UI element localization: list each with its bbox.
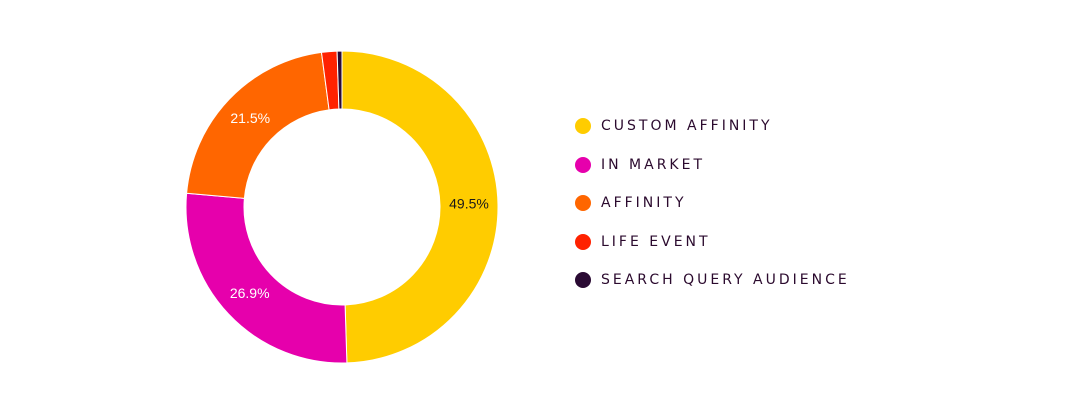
legend-item-in-market: IN MARKET bbox=[575, 156, 850, 173]
legend: CUSTOM AFFINITY IN MARKET AFFINITY LIFE EVE… bbox=[575, 118, 850, 311]
legend-item-affinity: AFFINITY bbox=[575, 195, 850, 211]
legend-swatch bbox=[575, 195, 591, 211]
legend-label: AFFINITY bbox=[601, 195, 687, 211]
donut-slice-search-query-audience bbox=[336, 50, 343, 110]
legend-label: IN MARKET bbox=[601, 156, 706, 173]
legend-item-search-query-audience: SEARCH QUERY AUDIENCE bbox=[575, 272, 850, 288]
legend-item-life-event: LIFE EVENT bbox=[575, 233, 850, 250]
legend-label: SEARCH QUERY AUDIENCE bbox=[601, 272, 850, 288]
legend-swatch bbox=[575, 233, 591, 250]
slice-label-custom-affinity: 49.5% bbox=[449, 196, 489, 212]
donut-slice-custom-affinity bbox=[341, 50, 499, 364]
legend-label: LIFE EVENT bbox=[601, 233, 711, 250]
legend-swatch bbox=[575, 272, 591, 288]
legend-swatch bbox=[575, 156, 591, 173]
donut-slice-in-market bbox=[185, 192, 348, 364]
slice-label-affinity: 21.5% bbox=[230, 110, 270, 126]
legend-swatch bbox=[575, 118, 591, 134]
legend-item-custom-affinity: CUSTOM AFFINITY bbox=[575, 118, 850, 134]
slice-label-in-market: 26.9% bbox=[230, 285, 270, 301]
legend-label: CUSTOM AFFINITY bbox=[601, 118, 773, 134]
